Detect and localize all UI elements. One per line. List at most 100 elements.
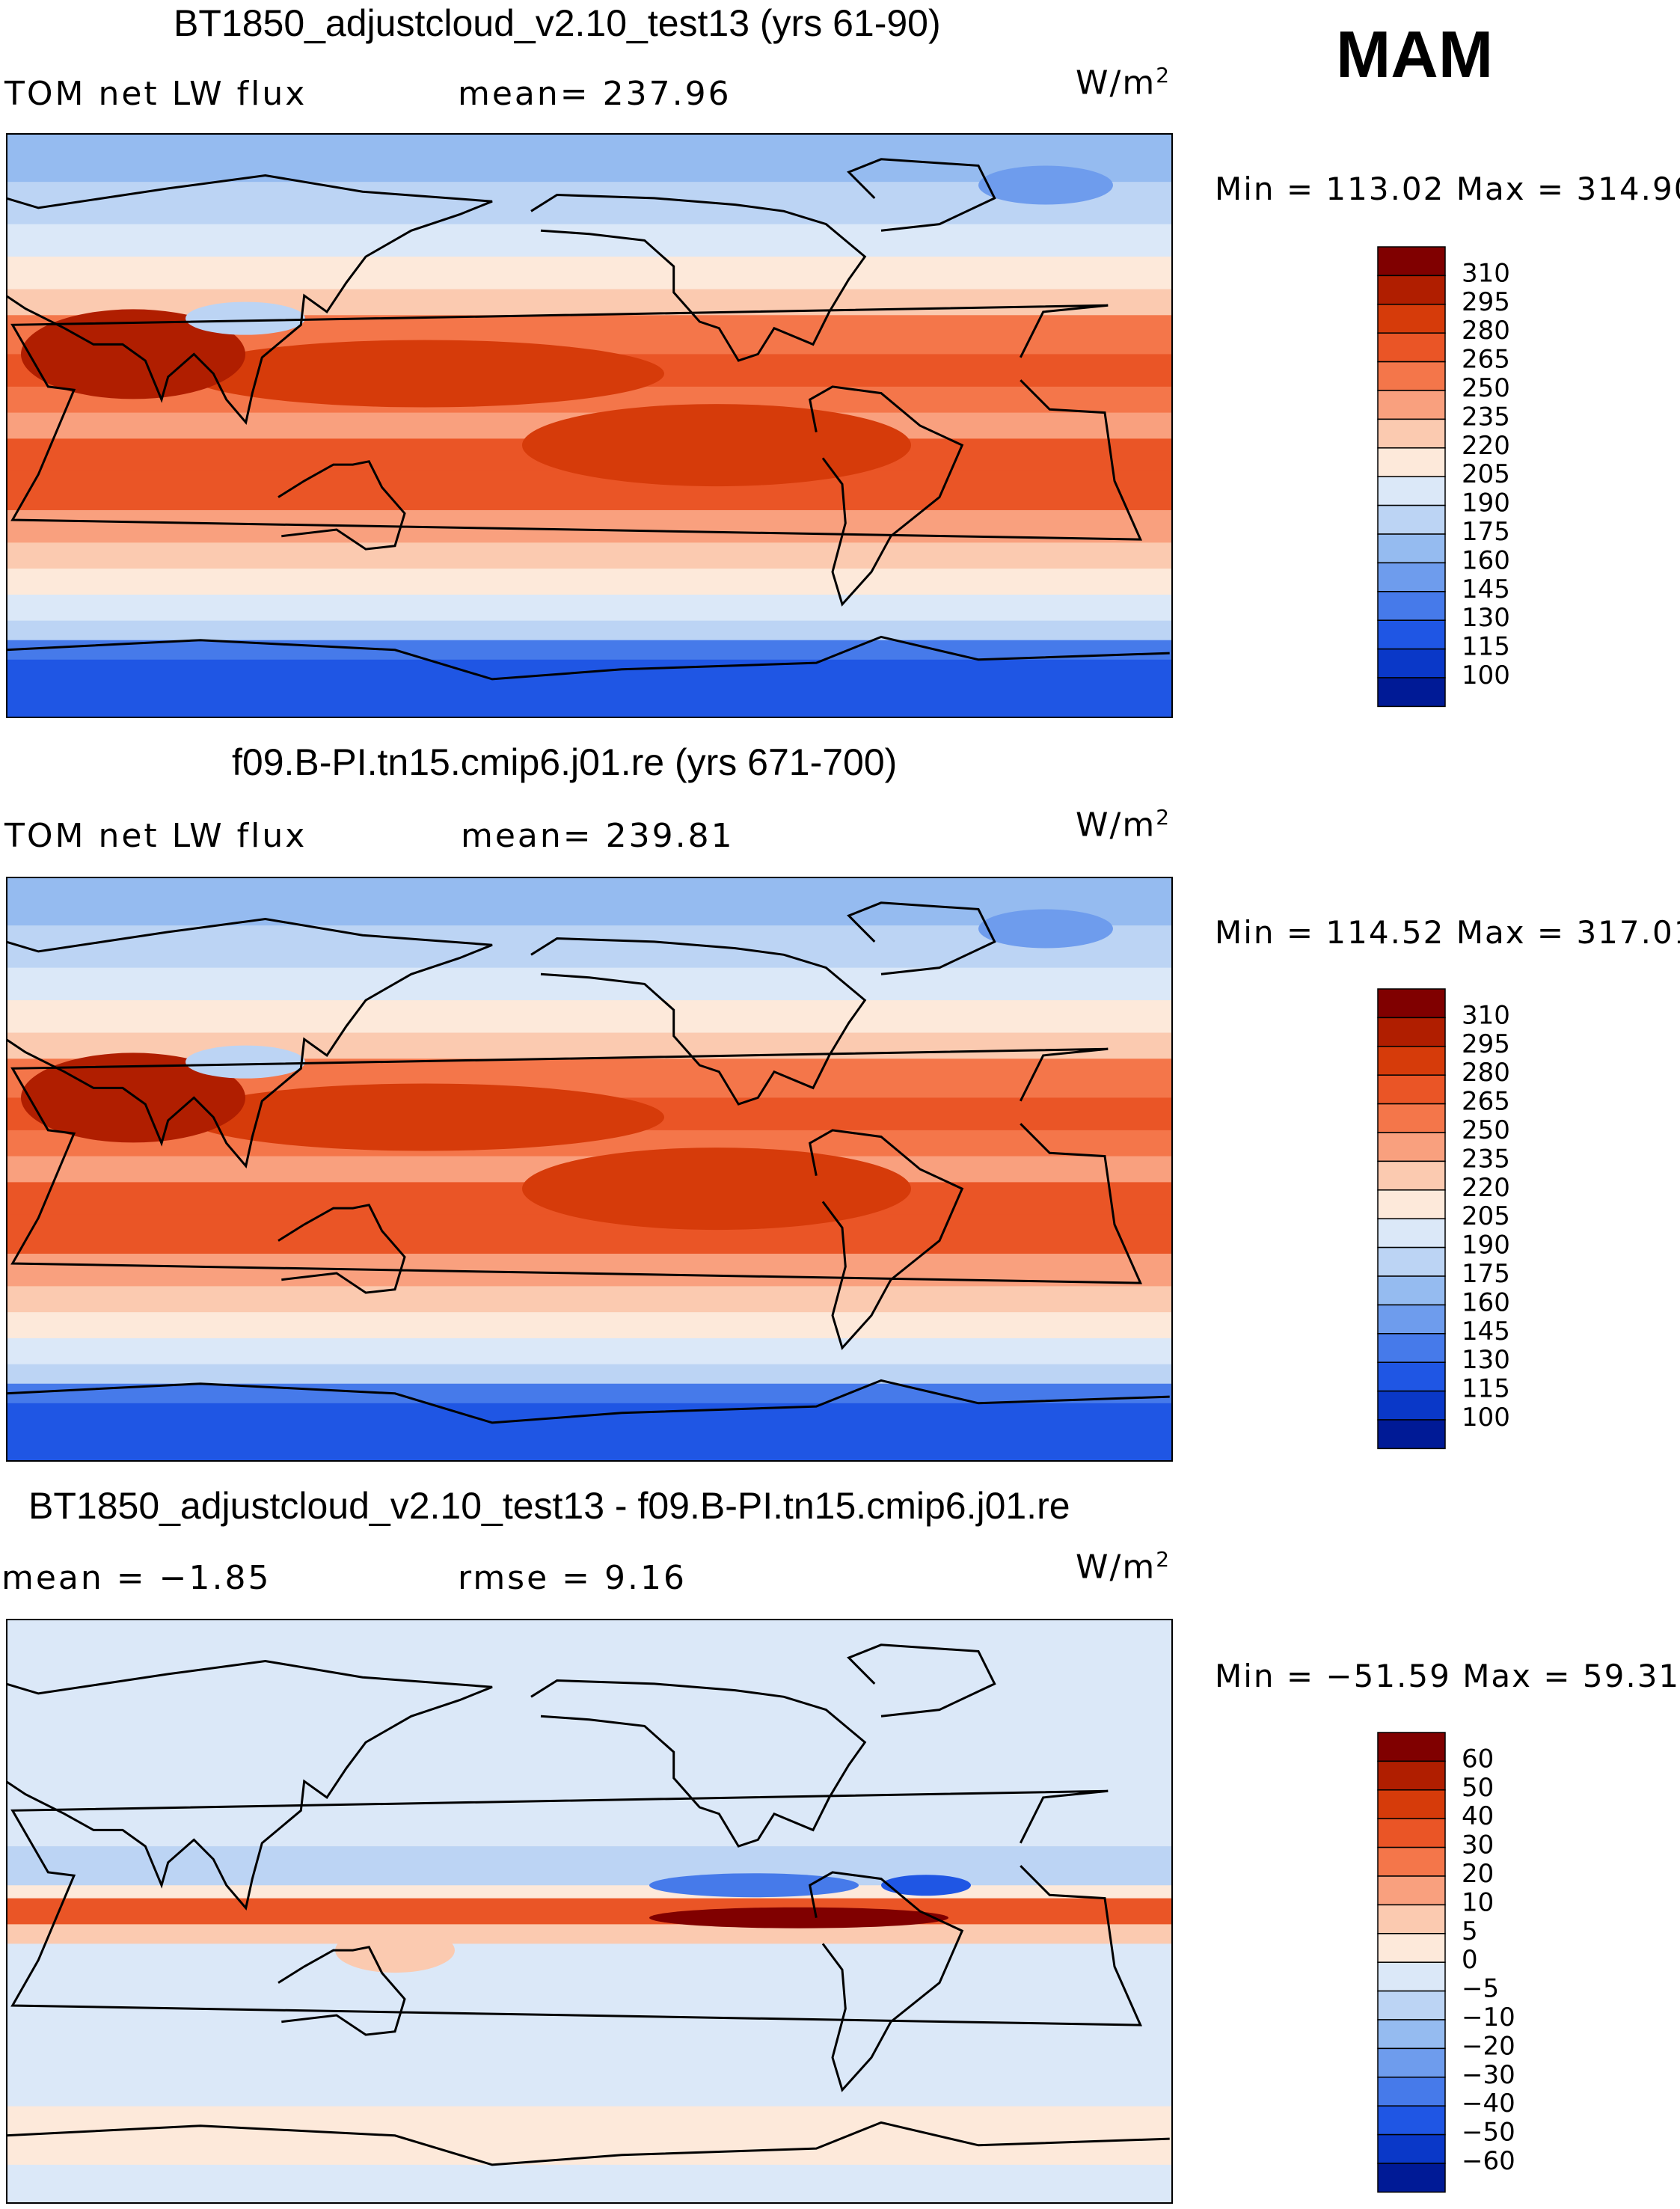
panel-1-minmax: Min = 113.02 Max = 314.90 [1215,171,1680,207]
panel-1-mean: mean= 237.96 [458,75,732,113]
colorbar-tick-label: 115 [1462,632,1510,662]
colorbar-tick-label: 130 [1462,1345,1510,1375]
season-label: MAM [1336,17,1494,91]
colorbar-box [1377,2047,1446,2078]
colorbar-tick-label: 160 [1462,545,1510,575]
field-feature [186,301,305,335]
colorbar-tick-label: 175 [1462,1259,1510,1289]
field-band [6,640,1173,661]
field-band [6,1383,1173,1404]
panel-3-title: BT1850_adjustcloud_v2.10_test13 - f09.B-… [28,1485,1070,1527]
field-band [6,2164,1173,2204]
panel-1-frame [6,133,1173,718]
colorbar-box [1377,1103,1446,1133]
colorbar-box [1377,1132,1446,1162]
field-band [6,1898,1173,1925]
colorbar-tick-label: 130 [1462,603,1510,633]
field-band [6,1312,1173,1339]
colorbar-tick-label: 50 [1462,1773,1494,1803]
field-band [6,2009,1173,2107]
colorbar-box [1377,1904,1446,1934]
field-band [6,569,1173,595]
colorbar-box [1377,447,1446,477]
panel-3-minmax: Min = −51.59 Max = 59.31 [1215,1658,1680,1694]
field-band [6,257,1173,290]
field-band [6,509,1173,543]
field-feature [881,1875,971,1896]
colorbar-tick-label: 190 [1462,488,1510,518]
colorbar-box [1377,1419,1446,1450]
field-band [6,542,1173,569]
field-band [6,1214,1173,1254]
colorbar-tick-label: 100 [1462,661,1510,690]
panel-1-variable: TOM net LW flux [4,75,307,113]
field-band [6,1364,1173,1385]
field-band [6,1338,1173,1365]
field-feature [335,1928,455,1973]
panel-2-frame [6,877,1173,1462]
colorbar-tick-label: 40 [1462,1801,1494,1831]
panel-3-mean: mean = −1.85 [1,1559,272,1597]
colorbar-box [1377,2163,1446,2193]
field-band [6,925,1173,969]
colorbar-tick-label: −10 [1462,2003,1515,2032]
field-band [6,1619,1173,1685]
colorbar-box [1377,1875,1446,1906]
colorbar-tick-label: 30 [1462,1830,1494,1860]
field-feature [21,1053,245,1143]
colorbar-box [1377,619,1446,650]
colorbar-box [1377,2133,1446,2164]
panel-2-mean: mean= 239.81 [461,817,735,855]
field-band [6,471,1173,511]
colorbar-box [1377,562,1446,592]
colorbar-box [1377,1017,1446,1047]
field-feature [649,1873,859,1898]
colorbar-tick-label: −20 [1462,2031,1515,2061]
colorbar-tick-label: 10 [1462,1887,1494,1917]
colorbar-box [1377,1361,1446,1392]
colorbar-box [1377,2019,1446,2050]
field-band [6,659,1173,718]
colorbar-tick-label: −5 [1462,1974,1499,2004]
colorbar-box [1377,1046,1446,1076]
panel-3-coastlines [6,1643,1170,2166]
colorbar-tick-label: 175 [1462,517,1510,547]
colorbar-box [1377,304,1446,334]
colorbar-box [1377,1961,1446,1992]
colorbar-box [1377,1732,1446,1762]
colorbar-box [1377,361,1446,391]
field-band [6,1253,1173,1287]
field-band [6,1943,1173,2009]
colorbar-tick-label: 205 [1462,459,1510,489]
panel-2-title: f09.B-PI.tn15.cmip6.j01.re (yrs 671-700) [232,741,898,783]
colorbar-tick-label: 280 [1462,1058,1510,1088]
colorbar-tick-label: 145 [1462,575,1510,604]
colorbar-tick-label: 100 [1462,1403,1510,1433]
colorbar-box [1377,1304,1446,1335]
field-band [6,1885,1173,1899]
field-band [6,967,1173,1001]
panel-3-frame [6,1619,1173,2204]
colorbar-tick-label: 235 [1462,402,1510,432]
field-band [6,289,1173,316]
field-band [6,1846,1173,1886]
panel-1-field [6,133,1173,718]
colorbar-tick-label: 20 [1462,1859,1494,1889]
colorbar-tick-label: −30 [1462,2060,1515,2090]
colorbar-box [1377,1189,1446,1219]
colorbar-box [1377,677,1446,708]
colorbar-tick-label: 205 [1462,1201,1510,1231]
panel-2-units: W/m2 [1076,805,1171,845]
colorbar-tick-label: 60 [1462,1744,1494,1774]
colorbar-tick-label: 235 [1462,1144,1510,1174]
colorbar-box [1377,1818,1446,1848]
panel-2-coastlines [6,901,1170,1424]
colorbar-box [1377,1846,1446,1877]
panel-3-map [6,1619,1173,2204]
colorbar-box [1377,1275,1446,1306]
field-band [6,1403,1173,1462]
colorbar-box [1377,2077,1446,2107]
colorbar-box [1377,1990,1446,2020]
panel-1-map [6,133,1173,718]
colorbar-tick-label: 310 [1462,1000,1510,1030]
